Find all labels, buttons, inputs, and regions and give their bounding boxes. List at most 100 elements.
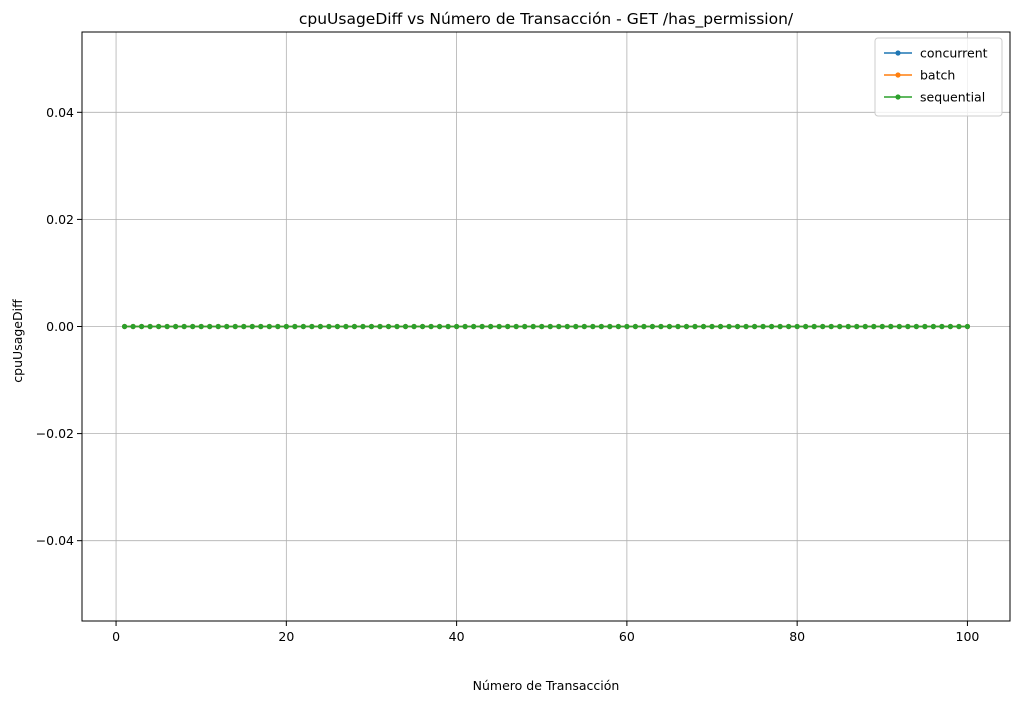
data-point (471, 323, 477, 330)
data-point (351, 323, 358, 330)
x-tick-label: 40 (449, 629, 465, 644)
data-point (769, 323, 775, 330)
data-point (649, 323, 656, 330)
data-point (930, 323, 936, 330)
data-point (530, 323, 536, 330)
data-point (224, 323, 230, 330)
data-point (820, 323, 826, 330)
legend-label: concurrent (920, 46, 988, 61)
legend-marker (895, 50, 901, 56)
x-tick-label: 100 (956, 629, 980, 644)
data-point (700, 323, 707, 330)
data-point (717, 323, 724, 330)
data-point (871, 323, 877, 330)
data-point (811, 323, 817, 330)
data-point (292, 323, 298, 330)
data-point (266, 323, 272, 330)
x-tick-label: 80 (789, 629, 805, 644)
data-point (173, 323, 179, 330)
data-point (232, 323, 238, 330)
y-axis-label: cpuUsageDiff (10, 299, 25, 383)
data-point (402, 323, 409, 330)
data-point (777, 323, 783, 330)
data-point (598, 323, 604, 330)
data-point (258, 323, 264, 330)
data-point (121, 323, 128, 330)
legend-item-batch: batch (884, 68, 955, 83)
data-point (641, 323, 647, 330)
data-point (726, 323, 732, 330)
data-point (326, 323, 332, 330)
data-point (368, 323, 375, 330)
data-point (454, 323, 460, 330)
data-point (709, 323, 715, 330)
data-point (658, 323, 664, 330)
data-point (445, 323, 451, 330)
data-point (692, 323, 698, 330)
x-tick-label: 60 (619, 629, 635, 644)
legend-label: sequential (920, 90, 985, 105)
data-point (181, 323, 187, 330)
series-sequential (121, 323, 971, 330)
y-tick-label: 0.04 (46, 105, 74, 120)
data-point (845, 323, 851, 330)
x-tick-label: 0 (112, 629, 120, 644)
data-point (590, 323, 596, 330)
data-point (624, 323, 630, 330)
data-point (428, 323, 434, 330)
legend: concurrent batch sequential (874, 37, 1003, 117)
x-tick-label: 20 (278, 629, 294, 644)
data-point (632, 323, 638, 330)
data-point (675, 323, 681, 330)
data-point (215, 323, 221, 330)
data-point (607, 323, 613, 330)
data-point (862, 323, 868, 330)
data-point (564, 323, 570, 330)
data-point (275, 323, 281, 330)
legend-marker (895, 94, 901, 100)
data-point (505, 323, 511, 330)
data-point (964, 323, 971, 330)
y-tick-label: 0.02 (46, 212, 74, 227)
y-tick-label: −0.02 (36, 426, 74, 441)
data-point (488, 323, 494, 330)
data-point (156, 323, 162, 330)
data-point (922, 323, 928, 330)
data-point (130, 323, 136, 330)
y-tick-label: 0.00 (46, 319, 74, 334)
data-point (164, 323, 170, 330)
data-point (513, 323, 519, 330)
data-point (947, 323, 954, 330)
data-point (522, 323, 528, 330)
data-point (317, 323, 323, 330)
data-point (615, 323, 621, 330)
data-point (138, 323, 145, 330)
data-point (556, 323, 562, 330)
data-point (300, 323, 306, 330)
data-point (377, 323, 383, 330)
data-point (956, 323, 962, 330)
data-point (309, 323, 315, 330)
y-tick-label: −0.04 (36, 533, 74, 548)
data-point (573, 323, 579, 330)
data-point (743, 323, 749, 330)
data-point (360, 323, 366, 330)
data-point (394, 323, 400, 330)
data-point (666, 323, 673, 330)
data-point (854, 323, 860, 330)
data-point (539, 323, 545, 330)
data-point (249, 323, 255, 330)
legend-marker (895, 72, 901, 78)
chart-title: cpuUsageDiff vs Número de Transacción - … (299, 10, 794, 29)
data-point (436, 323, 443, 330)
data-point (837, 323, 843, 330)
data-point (411, 323, 417, 330)
data-point (547, 323, 553, 330)
data-point (581, 323, 587, 330)
data-point (803, 323, 809, 330)
data-point (786, 323, 792, 330)
data-point (479, 323, 485, 330)
data-point (794, 323, 800, 330)
data-point (734, 323, 741, 330)
data-point (190, 323, 196, 330)
